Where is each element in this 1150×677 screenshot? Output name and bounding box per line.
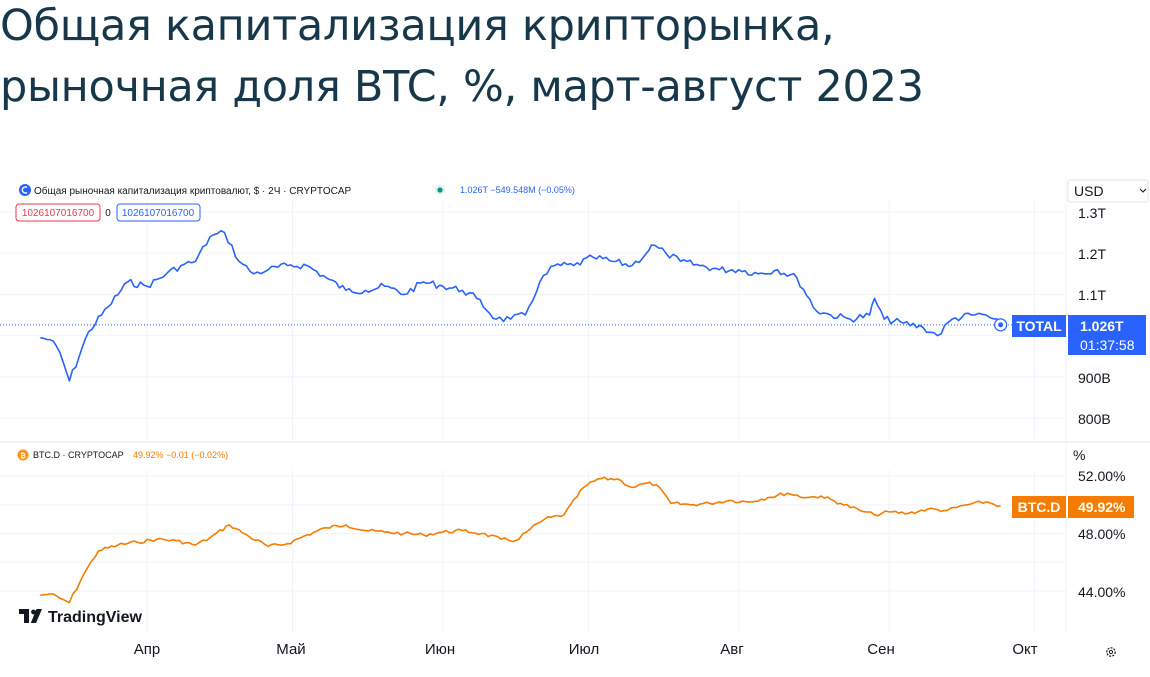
currency-selector-label: USD [1074,183,1104,199]
total-tick: 1.2T [1078,246,1106,262]
settings-gear-icon[interactable] [1106,647,1116,657]
tradingview-logo-text: TradingView [48,609,143,626]
chart-title-line-1: Общая капитализация крипторынка, [0,1,835,51]
currency-selector[interactable]: USD [1067,179,1149,203]
tradingview-logo[interactable]: TradingView [19,609,143,626]
total-panel-grid [0,200,1066,440]
market-status-icon[interactable] [435,185,445,195]
svg-text:₿: ₿ [20,452,26,460]
total-legend[interactable]: Общая рыночная капитализация криптовалют… [19,184,575,197]
total-price-badge[interactable]: TOTAL 1.026T 01:37:58 [1012,315,1146,355]
chart-title-line-2: рыночная доля BTC, %, март-август 2023 [0,62,924,112]
total-badge-value: 1.026T [1080,318,1124,334]
total-series-line[interactable] [40,229,1002,382]
chart-title: Общая капитализация крипторынка, рыночна… [0,0,924,118]
chevron-down-icon [1139,188,1147,193]
total-last-point-marker[interactable] [993,318,1008,332]
month-label: Окт [1012,641,1037,658]
btcd-tick: 44.00% [1078,584,1125,600]
total-price-scale[interactable]: 1.3T 1.2T 1.1T 900B 800B [1078,205,1111,427]
value-box-middle-text: 0 [105,208,111,219]
btcd-unit-label: % [1073,447,1085,463]
total-tick: 900B [1078,370,1111,386]
btcd-badge-label: BTC.D [1018,499,1061,515]
month-label: Апр [134,641,160,658]
value-box-left-text: 1026107016700 [22,208,95,219]
chart-area[interactable] [0,175,1150,675]
value-box-right[interactable] [116,203,201,222]
value-box-right-text: 1026107016700 [122,208,195,219]
btcd-tick: 48.00% [1078,526,1125,542]
month-label: Июн [425,641,455,658]
total-tick: 1.3T [1078,205,1106,221]
value-box-left[interactable] [15,203,101,222]
btcd-legend-value: 49.92% −0.01 (−0.02%) [133,450,228,460]
btcd-panel-grid [0,470,1066,632]
total-badge-countdown: 01:37:58 [1080,337,1135,353]
btcd-legend-text: BTC.D · CRYPTOCAP [33,450,124,460]
month-label: Сен [867,641,894,658]
tradingview-logo-icon [19,609,42,623]
month-label: Июл [569,641,599,658]
btcd-price-badge[interactable]: BTC.D 49.92% [1012,496,1134,518]
total-legend-value: 1.026T −549.548M (−0.05%) [460,185,575,195]
total-value-boxes[interactable]: 1026107016700 0 1026107016700 [15,203,201,222]
last-point-dot [998,322,1004,328]
month-label: Авг [720,641,744,658]
btcd-series-line[interactable] [40,476,1001,604]
crypto-total-icon [19,184,31,196]
total-tick: 1.1T [1078,287,1106,303]
total-tick: 800B [1078,411,1111,427]
btcd-tick: 52.00% [1078,468,1125,484]
total-badge-label: TOTAL [1016,318,1062,334]
month-label: Май [276,641,305,658]
btcd-legend[interactable]: ₿ BTC.D · CRYPTOCAP 49.92% −0.01 (−0.02%… [17,449,229,461]
btcd-price-scale[interactable]: % 52.00% 48.00% 44.00% [1073,447,1125,600]
bitcoin-icon: ₿ [17,449,29,461]
btcd-badge-value: 49.92% [1078,499,1126,515]
total-legend-text: Общая рыночная капитализация криптовалют… [34,185,351,197]
time-axis[interactable]: Апр Май Июн Июл Авг Сен Окт [134,641,1038,658]
